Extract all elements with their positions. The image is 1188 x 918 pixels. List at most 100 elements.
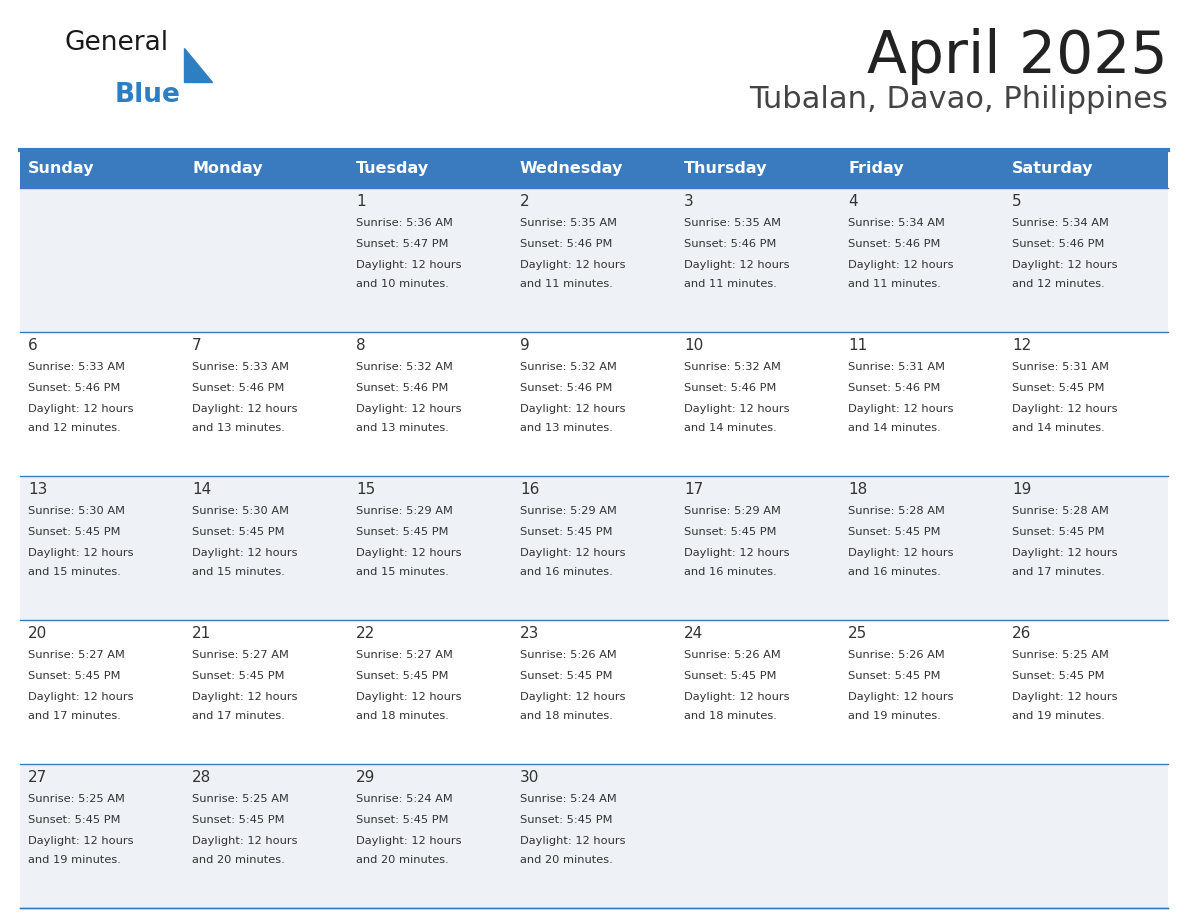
Text: and 19 minutes.: and 19 minutes.: [848, 711, 941, 721]
Text: and 16 minutes.: and 16 minutes.: [848, 567, 941, 577]
Text: and 17 minutes.: and 17 minutes.: [1012, 567, 1105, 577]
Bar: [1004, 332, 1168, 476]
Text: Sunrise: 5:25 AM: Sunrise: 5:25 AM: [192, 794, 289, 804]
Text: and 11 minutes.: and 11 minutes.: [684, 279, 777, 289]
Text: Daylight: 12 hours: Daylight: 12 hours: [356, 548, 461, 558]
Bar: [348, 188, 512, 332]
Bar: [840, 620, 1004, 764]
Text: Sunrise: 5:24 AM: Sunrise: 5:24 AM: [520, 794, 617, 804]
Text: Sunset: 5:45 PM: Sunset: 5:45 PM: [29, 815, 120, 825]
Text: 22: 22: [356, 626, 375, 641]
Text: Daylight: 12 hours: Daylight: 12 hours: [848, 260, 954, 270]
Text: Daylight: 12 hours: Daylight: 12 hours: [356, 404, 461, 414]
Text: 15: 15: [356, 482, 375, 497]
Bar: [512, 476, 676, 620]
Text: 29: 29: [356, 770, 375, 785]
Text: 4: 4: [848, 194, 858, 209]
Text: Sunset: 5:45 PM: Sunset: 5:45 PM: [356, 527, 449, 537]
Bar: [20, 332, 184, 476]
Bar: [512, 150, 676, 188]
Bar: [1004, 188, 1168, 332]
Text: Sunset: 5:46 PM: Sunset: 5:46 PM: [848, 239, 941, 249]
Text: 27: 27: [29, 770, 48, 785]
Text: Sunset: 5:46 PM: Sunset: 5:46 PM: [29, 383, 120, 393]
Text: 26: 26: [1012, 626, 1031, 641]
Text: 21: 21: [192, 626, 211, 641]
Text: and 18 minutes.: and 18 minutes.: [520, 711, 613, 721]
Bar: [676, 476, 840, 620]
Text: and 15 minutes.: and 15 minutes.: [192, 567, 285, 577]
Text: Sunrise: 5:32 AM: Sunrise: 5:32 AM: [520, 362, 617, 372]
Text: 17: 17: [684, 482, 703, 497]
Text: Daylight: 12 hours: Daylight: 12 hours: [1012, 260, 1118, 270]
Text: Sunrise: 5:29 AM: Sunrise: 5:29 AM: [684, 506, 781, 516]
Text: Daylight: 12 hours: Daylight: 12 hours: [192, 836, 297, 846]
Bar: [348, 150, 512, 188]
Bar: [1004, 764, 1168, 908]
Bar: [840, 332, 1004, 476]
Text: Sunrise: 5:30 AM: Sunrise: 5:30 AM: [29, 506, 125, 516]
Text: Sunrise: 5:35 AM: Sunrise: 5:35 AM: [684, 218, 781, 228]
Text: Daylight: 12 hours: Daylight: 12 hours: [520, 692, 626, 702]
Text: 3: 3: [684, 194, 694, 209]
Bar: [348, 332, 512, 476]
Bar: [348, 764, 512, 908]
Text: Sunset: 5:45 PM: Sunset: 5:45 PM: [192, 815, 284, 825]
Text: Daylight: 12 hours: Daylight: 12 hours: [848, 692, 954, 702]
Text: 16: 16: [520, 482, 539, 497]
Text: Sunrise: 5:31 AM: Sunrise: 5:31 AM: [848, 362, 944, 372]
Text: Sunset: 5:46 PM: Sunset: 5:46 PM: [848, 383, 941, 393]
Text: Sunrise: 5:35 AM: Sunrise: 5:35 AM: [520, 218, 617, 228]
Text: General: General: [65, 30, 169, 56]
Text: 11: 11: [848, 338, 867, 353]
Text: Sunrise: 5:27 AM: Sunrise: 5:27 AM: [29, 650, 125, 660]
Text: 18: 18: [848, 482, 867, 497]
Text: 14: 14: [192, 482, 211, 497]
Text: Sunset: 5:45 PM: Sunset: 5:45 PM: [29, 671, 120, 681]
Text: Daylight: 12 hours: Daylight: 12 hours: [684, 548, 790, 558]
Bar: [20, 620, 184, 764]
Text: Daylight: 12 hours: Daylight: 12 hours: [684, 404, 790, 414]
Text: Sunset: 5:46 PM: Sunset: 5:46 PM: [684, 239, 777, 249]
Text: and 20 minutes.: and 20 minutes.: [520, 855, 613, 865]
Bar: [840, 188, 1004, 332]
Bar: [184, 764, 348, 908]
Text: 9: 9: [520, 338, 530, 353]
Text: April 2025: April 2025: [867, 28, 1168, 85]
Text: Sunset: 5:45 PM: Sunset: 5:45 PM: [848, 527, 941, 537]
Bar: [1004, 620, 1168, 764]
Text: Daylight: 12 hours: Daylight: 12 hours: [356, 692, 461, 702]
Bar: [184, 332, 348, 476]
Text: and 14 minutes.: and 14 minutes.: [684, 423, 777, 433]
Text: and 20 minutes.: and 20 minutes.: [356, 855, 449, 865]
Text: 20: 20: [29, 626, 48, 641]
Text: Daylight: 12 hours: Daylight: 12 hours: [192, 692, 297, 702]
Text: Sunrise: 5:31 AM: Sunrise: 5:31 AM: [1012, 362, 1110, 372]
Text: 25: 25: [848, 626, 867, 641]
Bar: [1004, 476, 1168, 620]
Text: Saturday: Saturday: [1012, 162, 1093, 176]
Text: Sunrise: 5:34 AM: Sunrise: 5:34 AM: [1012, 218, 1108, 228]
Text: and 12 minutes.: and 12 minutes.: [29, 423, 121, 433]
Text: Sunrise: 5:33 AM: Sunrise: 5:33 AM: [29, 362, 125, 372]
Text: and 14 minutes.: and 14 minutes.: [1012, 423, 1105, 433]
Text: Sunset: 5:45 PM: Sunset: 5:45 PM: [1012, 383, 1105, 393]
Text: Sunrise: 5:33 AM: Sunrise: 5:33 AM: [192, 362, 289, 372]
Text: Sunset: 5:45 PM: Sunset: 5:45 PM: [684, 671, 777, 681]
Text: Sunset: 5:46 PM: Sunset: 5:46 PM: [192, 383, 284, 393]
Text: Sunrise: 5:26 AM: Sunrise: 5:26 AM: [520, 650, 617, 660]
Text: Sunset: 5:45 PM: Sunset: 5:45 PM: [520, 815, 613, 825]
Bar: [512, 188, 676, 332]
Text: Sunset: 5:45 PM: Sunset: 5:45 PM: [29, 527, 120, 537]
Text: and 13 minutes.: and 13 minutes.: [520, 423, 613, 433]
Text: and 10 minutes.: and 10 minutes.: [356, 279, 449, 289]
Text: Daylight: 12 hours: Daylight: 12 hours: [29, 404, 133, 414]
Text: Sunset: 5:46 PM: Sunset: 5:46 PM: [1012, 239, 1105, 249]
Text: and 15 minutes.: and 15 minutes.: [29, 567, 121, 577]
Text: Daylight: 12 hours: Daylight: 12 hours: [356, 836, 461, 846]
Bar: [348, 620, 512, 764]
Text: and 20 minutes.: and 20 minutes.: [192, 855, 285, 865]
Text: Sunrise: 5:27 AM: Sunrise: 5:27 AM: [356, 650, 453, 660]
Text: 5: 5: [1012, 194, 1022, 209]
Text: 24: 24: [684, 626, 703, 641]
